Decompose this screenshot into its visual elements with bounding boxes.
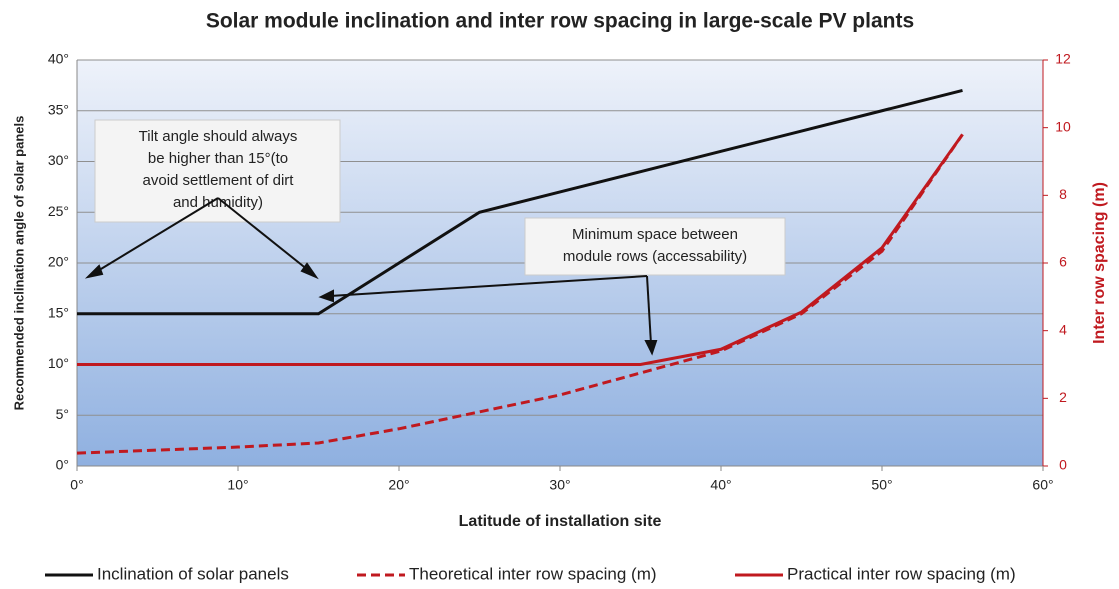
x-tick-label: 40° [710,477,731,493]
y-tick-label: 25° [48,203,69,219]
y-tick-label: 10° [48,355,69,371]
chart-title: Solar module inclination and inter row s… [206,10,914,33]
y-axis-label: Recommended inclination angle of solar p… [11,116,26,411]
annotation-line: be higher than 15°(to [148,150,288,167]
y2-tick-label: 12 [1055,51,1071,67]
y-tick-label: 35° [48,101,69,117]
legend-label: Practical inter row spacing (m) [787,564,1016,583]
y2-tick-label: 10 [1055,118,1071,134]
x-tick-label: 0° [70,477,83,493]
legend-label: Theoretical inter row spacing (m) [409,564,657,583]
plot [76,59,1048,471]
annotation-box [94,119,341,223]
y2-tick-label: 4 [1059,321,1067,337]
x-tick-label: 60° [1032,477,1053,493]
annotation-arrows [84,197,319,280]
annotation-arrows [318,275,658,356]
y2-tick-label: 8 [1059,186,1067,202]
annotation-line: Tilt angle should always [139,128,298,145]
legend: Inclination of solar panels Theoretical i… [45,564,1016,583]
y-tick-label: 15° [48,304,69,320]
legend-label: Inclination of solar panels [97,564,289,583]
annotation-line: and humidity) [173,194,263,211]
x-axis-label: Latitude of installation site [459,513,662,530]
y-tick-label: 40° [48,51,69,67]
annotation-line: module rows (accessability) [563,248,747,265]
annotation: Tilt angle should always be higher than 1… [139,128,298,211]
x-tick-label: 20° [388,477,409,493]
series-line [76,133,964,455]
x-tick-label: 50° [871,477,892,493]
x-tick-label: 30° [549,477,570,493]
y2-tick-label: 2 [1059,389,1067,405]
annotation-line: avoid settlement of dirt [143,172,295,189]
y2-axis-label: Inter row spacing (m) [1091,182,1108,344]
y-tick-label: 5° [56,406,69,422]
series-line [77,133,964,366]
y-tick-label: 20° [48,254,69,270]
series-line [77,88,963,316]
y-tick-label: 0° [56,457,69,473]
annotation-line: Minimum space between [572,226,738,243]
x-tick-label: 10° [227,477,248,493]
y2-tick-label: 6 [1059,254,1067,270]
annotation: Minimum space between module rows (access… [563,226,747,265]
y2-tick-label: 0 [1059,457,1067,473]
annotation-box [524,217,786,276]
y-tick-label: 30° [48,152,69,168]
